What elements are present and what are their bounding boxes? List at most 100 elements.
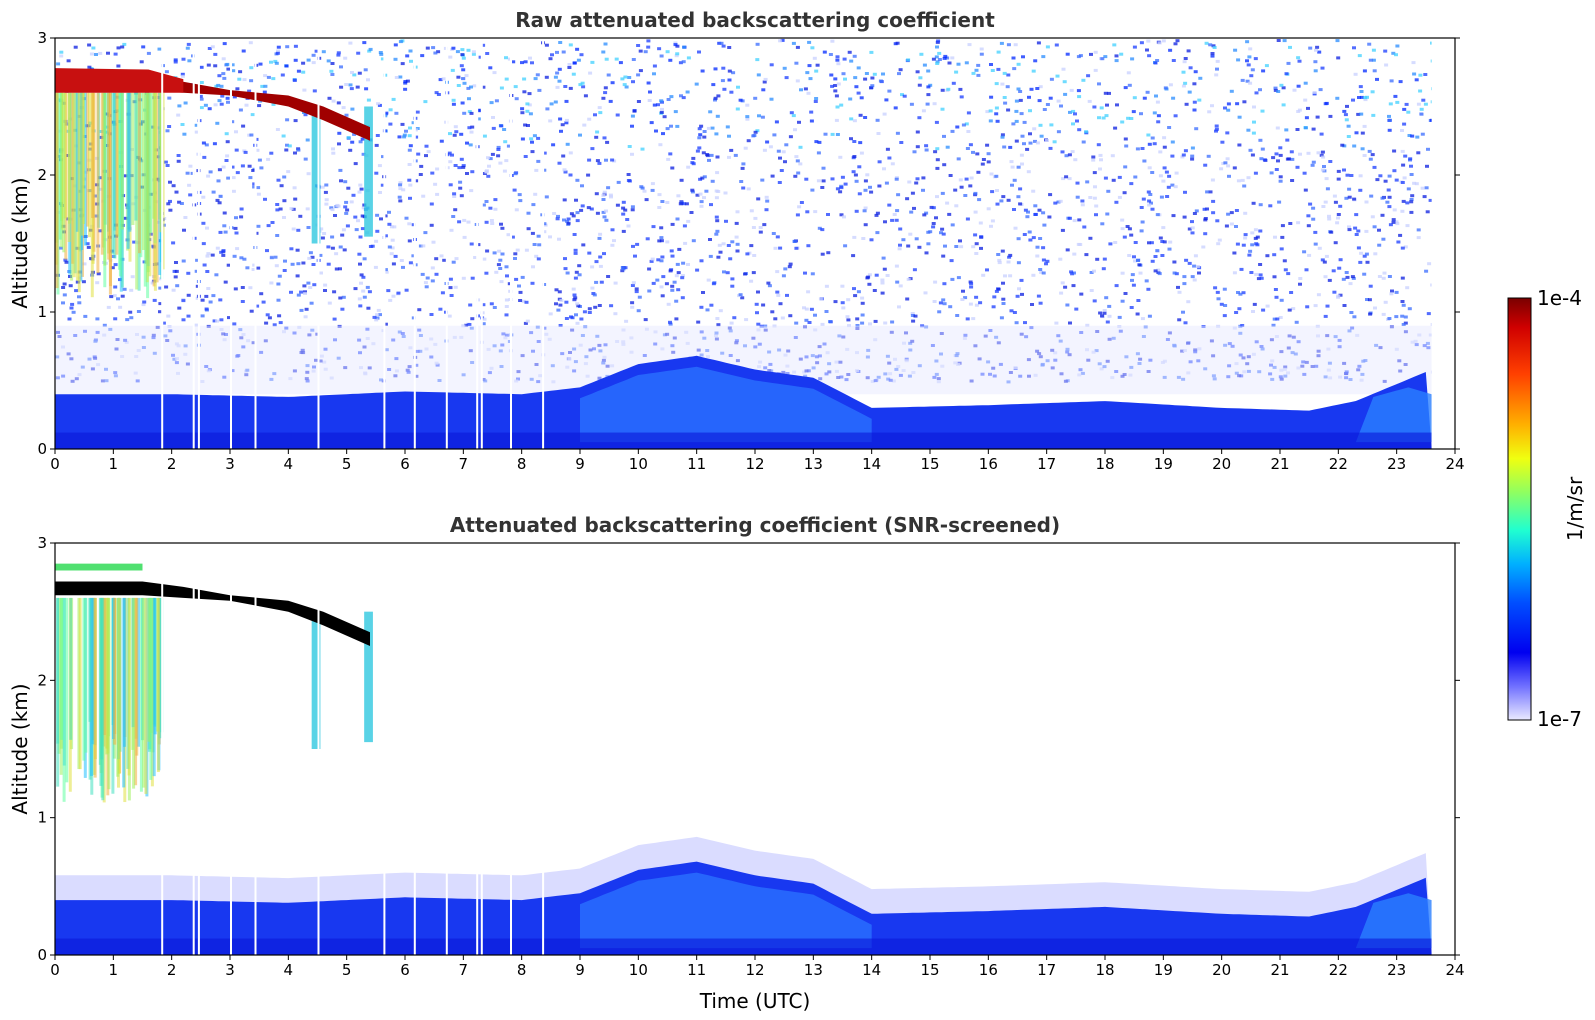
noise-pixel xyxy=(1394,290,1399,294)
noise-pixel xyxy=(597,236,602,240)
noise-pixel xyxy=(341,228,346,232)
noise-pixel xyxy=(1274,295,1279,299)
noise-pixel xyxy=(849,59,854,63)
noise-pixel xyxy=(1304,268,1309,272)
noise-pixel xyxy=(442,258,447,262)
noise-pixel xyxy=(680,274,685,278)
noise-pixel xyxy=(534,168,539,172)
noise-pixel xyxy=(1122,191,1127,195)
noise-pixel xyxy=(1273,288,1278,291)
noise-pixel xyxy=(1126,71,1131,75)
noise-pixel xyxy=(998,362,1003,366)
virga-streak xyxy=(149,92,153,233)
noise-pixel xyxy=(785,364,790,368)
noise-pixel xyxy=(1286,61,1291,65)
noise-pixel xyxy=(825,351,830,355)
noise-pixel xyxy=(763,328,768,332)
noise-pixel xyxy=(659,54,664,58)
noise-pixel xyxy=(62,282,67,286)
noise-pixel xyxy=(1413,339,1418,343)
noise-pixel xyxy=(526,124,530,127)
noise-pixel xyxy=(1203,217,1208,220)
noise-pixel xyxy=(556,214,560,218)
data-gap xyxy=(476,38,479,449)
noise-pixel xyxy=(839,103,844,107)
noise-pixel xyxy=(1274,168,1279,171)
noise-pixel xyxy=(173,60,178,64)
noise-pixel xyxy=(520,111,525,115)
noise-pixel xyxy=(1271,323,1276,327)
noise-pixel xyxy=(440,291,445,295)
noise-pixel xyxy=(249,66,254,70)
x-axis-top: 0 1 2 3 4 5 6 7 8 9 10 11 12 13 14 15 16 17 18 19 20 21 22 23 24 xyxy=(50,449,1465,473)
noise-pixel xyxy=(1168,240,1173,244)
noise-pixel xyxy=(1197,98,1202,102)
noise-pixel xyxy=(751,271,756,275)
noise-pixel xyxy=(365,327,370,331)
noise-pixel xyxy=(908,341,913,345)
noise-pixel xyxy=(1158,174,1163,178)
noise-pixel xyxy=(828,53,833,56)
noise-pixel xyxy=(854,209,859,213)
noise-pixel xyxy=(1210,178,1215,182)
noise-pixel xyxy=(306,226,311,229)
noise-pixel xyxy=(1000,133,1005,137)
noise-pixel xyxy=(710,179,715,183)
noise-pixel xyxy=(208,300,213,304)
noise-pixel xyxy=(839,375,844,379)
noise-pixel xyxy=(305,207,310,211)
noise-pixel xyxy=(896,193,901,197)
noise-pixel xyxy=(699,124,704,128)
noise-pixel xyxy=(164,70,169,74)
noise-pixel xyxy=(1139,206,1144,209)
noise-pixel xyxy=(1041,258,1046,262)
noise-pixel xyxy=(661,275,666,279)
noise-pixel xyxy=(497,249,502,253)
noise-pixel xyxy=(1237,307,1242,311)
noise-pixel xyxy=(890,162,895,166)
noise-pixel xyxy=(717,41,722,45)
noise-pixel xyxy=(533,192,538,196)
noise-pixel xyxy=(168,208,173,212)
noise-pixel xyxy=(90,367,95,371)
noise-pixel xyxy=(646,39,651,43)
noise-pixel xyxy=(405,368,410,372)
noise-pixel xyxy=(1236,58,1241,62)
noise-pixel xyxy=(773,246,778,250)
noise-pixel xyxy=(788,262,793,266)
noise-pixel xyxy=(989,224,993,228)
noise-pixel xyxy=(82,262,87,266)
noise-pixel xyxy=(1194,209,1199,213)
noise-pixel xyxy=(1410,134,1415,138)
noise-pixel xyxy=(278,207,283,211)
noise-pixel xyxy=(1000,135,1005,139)
noise-pixel xyxy=(620,266,625,269)
noise-pixel xyxy=(614,57,619,61)
noise-pixel xyxy=(1212,46,1217,49)
noise-pixel xyxy=(802,370,807,374)
noise-pixel xyxy=(435,167,440,171)
noise-pixel xyxy=(326,262,331,266)
noise-pixel xyxy=(1069,270,1074,274)
noise-pixel xyxy=(863,206,868,210)
noise-pixel xyxy=(915,130,920,134)
noise-pixel xyxy=(430,266,435,270)
noise-pixel xyxy=(1294,320,1299,324)
noise-pixel xyxy=(1250,68,1255,72)
noise-pixel xyxy=(255,148,260,152)
noise-pixel xyxy=(470,361,475,364)
noise-pixel xyxy=(874,273,879,277)
y-tick-label: 2 xyxy=(37,166,47,184)
noise-pixel xyxy=(855,327,860,330)
noise-pixel xyxy=(1398,369,1403,373)
noise-pixel xyxy=(876,375,881,379)
noise-pixel xyxy=(597,304,602,307)
noise-pixel xyxy=(1190,154,1195,158)
noise-pixel xyxy=(555,85,560,89)
noise-pixel xyxy=(1021,55,1025,59)
noise-pixel xyxy=(555,217,560,221)
noise-pixel xyxy=(585,374,590,378)
noise-pixel xyxy=(1133,241,1138,244)
noise-pixel xyxy=(631,80,635,84)
noise-pixel xyxy=(835,58,840,62)
